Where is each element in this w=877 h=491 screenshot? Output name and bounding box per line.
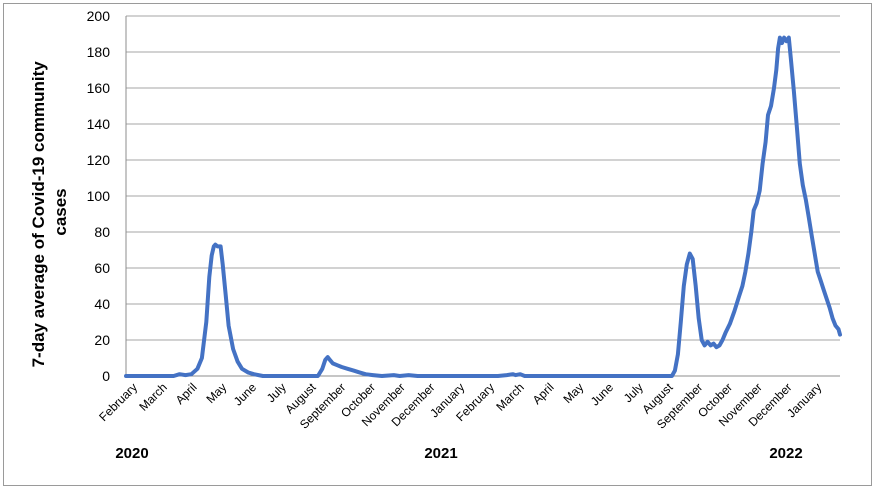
year-label-2022: 2022: [769, 445, 802, 462]
y-tick-label: 200: [87, 8, 111, 24]
y-axis-label-line-1: 7-day average of Covid-19 community: [29, 61, 48, 368]
y-tick-label: 120: [87, 152, 111, 168]
gridlines: [125, 15, 840, 377]
x-tick-label: July: [621, 380, 646, 405]
y-tick-label: 180: [87, 44, 111, 60]
year-label-2020: 2020: [115, 445, 148, 462]
x-tick-label: May: [203, 380, 229, 406]
y-tick-label: 140: [87, 116, 111, 132]
y-tick-label: 160: [87, 80, 111, 96]
x-tick-label: February: [96, 380, 140, 424]
y-tick-label: 40: [94, 296, 110, 312]
y-tick-label: 60: [94, 260, 110, 276]
y-axis-label-line-2: cases: [51, 188, 70, 235]
y-tick-label: 0: [102, 368, 110, 384]
year-labels: 2020 2021 2022: [115, 445, 802, 462]
x-tick-label: June: [588, 380, 617, 409]
x-tick-label: June: [231, 380, 260, 409]
x-tick-label: March: [493, 380, 526, 413]
x-tick-label: April: [530, 380, 557, 407]
y-axis-label: 7-day average of Covid-19 community case…: [29, 57, 70, 368]
y-tick-label: 20: [94, 332, 110, 348]
x-tick-label: May: [560, 380, 586, 406]
y-tick-labels: 0 20 40 60 80 100 120 140 160 180 200: [87, 8, 111, 384]
x-tick-label: April: [173, 380, 200, 407]
year-label-2021: 2021: [424, 445, 457, 462]
y-tick-label: 80: [94, 224, 110, 240]
chart-frame: [3, 3, 872, 486]
series-line: [124, 35, 842, 378]
x-tick-label: March: [136, 380, 169, 413]
y-tick-label: 100: [87, 188, 111, 204]
x-tick-label: July: [264, 380, 289, 405]
